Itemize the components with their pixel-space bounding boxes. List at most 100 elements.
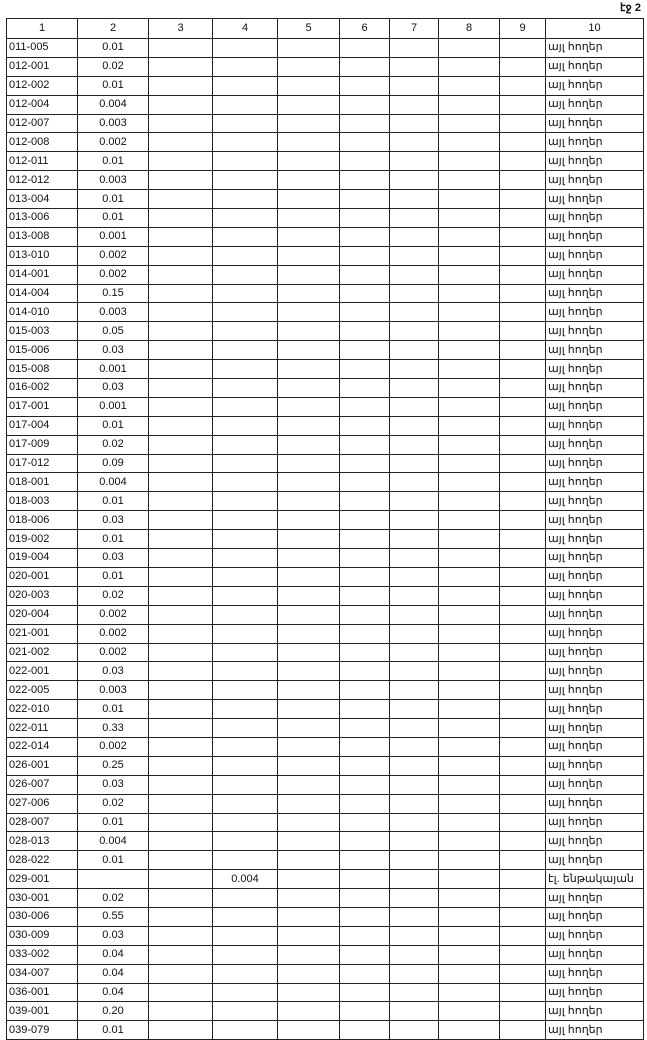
table-cell: [148, 245, 213, 266]
table-cell: [499, 548, 546, 568]
table-cell: [499, 1020, 546, 1040]
table-cell: [277, 888, 340, 908]
table-cell: [389, 245, 439, 266]
table-cell: [339, 340, 390, 361]
table-row: 019-002 0.01 այլ հողեր: [6, 529, 644, 550]
table-row: 015-003 0.05 այլ հողեր: [6, 321, 644, 342]
table-cell: 0.001: [77, 226, 149, 247]
table-cell: [212, 642, 278, 663]
table-cell: այլ հողեր: [545, 378, 644, 398]
table-cell: այլ հողեր: [545, 566, 644, 587]
table-cell: 0.01: [77, 75, 149, 96]
table-cell: 017-004: [6, 415, 78, 436]
table-cell: [277, 623, 340, 644]
table-cell: [212, 944, 278, 965]
table-cell: [389, 566, 439, 587]
table-cell: [148, 736, 213, 757]
table-cell: 0.001: [77, 396, 149, 417]
table-cell: [389, 151, 439, 172]
table-cell: [499, 963, 546, 984]
table-cell: [277, 378, 340, 398]
table-cell: այլ հողեր: [545, 151, 644, 172]
table-cell: [499, 755, 546, 776]
table-cell: այլ հողեր: [545, 340, 644, 361]
table-cell: [438, 283, 500, 304]
table-cell: [148, 208, 213, 228]
table-row: 017-001 0.001 այլ հողեր: [6, 396, 644, 417]
table-cell: [438, 1020, 500, 1040]
table-cell: [438, 151, 500, 172]
table-cell: 0.01: [77, 491, 149, 512]
table-cell: [339, 226, 390, 247]
table-cell: այլ հողեր: [545, 453, 644, 474]
table-cell: 0.003: [77, 113, 149, 134]
table-cell: 0.05: [77, 321, 149, 342]
table-cell: այլ հողեր: [545, 623, 644, 644]
table-cell: 0.02: [77, 434, 149, 455]
table-cell: 012-001: [6, 56, 78, 77]
table-row: 012-007 0.003 այլ հողեր: [6, 113, 644, 134]
table-cell: 0.02: [77, 793, 149, 814]
table-cell: 015-006: [6, 340, 78, 361]
table-cell: [499, 566, 546, 587]
table-cell: այլ հողեր: [545, 699, 644, 720]
table-cell: 0.33: [77, 718, 149, 738]
table-cell: [438, 774, 500, 795]
table-cell: [212, 604, 278, 625]
table-cell: [499, 321, 546, 342]
column-header: 7: [389, 18, 439, 39]
table-cell: [212, 888, 278, 908]
table-cell: [212, 661, 278, 682]
table-cell: այլ հողեր: [545, 831, 644, 852]
table-cell: [499, 434, 546, 455]
table-cell: [499, 226, 546, 247]
table-cell: [212, 226, 278, 247]
table-cell: [339, 793, 390, 814]
table-cell: 0.03: [77, 661, 149, 682]
table-cell: [389, 396, 439, 417]
table-cell: [339, 755, 390, 776]
table-cell: [389, 718, 439, 738]
table-cell: [389, 264, 439, 285]
table-cell: [212, 982, 278, 1003]
table-cell: [389, 850, 439, 871]
table-cell: [389, 132, 439, 153]
table-cell: [339, 869, 390, 890]
table-cell: 034-007: [6, 963, 78, 984]
table-cell: [148, 774, 213, 795]
table-cell: 026-001: [6, 755, 78, 776]
table-cell: [499, 340, 546, 361]
table-cell: [438, 529, 500, 550]
table-cell: 0.01: [77, 208, 149, 228]
table-cell: [339, 113, 390, 134]
table-cell: [339, 623, 390, 644]
table-cell: [389, 736, 439, 757]
table-cell: [438, 793, 500, 814]
table-cell: [389, 831, 439, 852]
table-cell: [212, 113, 278, 134]
table-cell: [148, 623, 213, 644]
table-cell: [148, 132, 213, 153]
table-cell: [212, 623, 278, 644]
table-cell: [438, 434, 500, 455]
table-cell: այլ հողեր: [545, 264, 644, 285]
table-cell: [499, 113, 546, 134]
table-cell: 014-004: [6, 283, 78, 304]
table-cell: [438, 642, 500, 663]
table-cell: [277, 132, 340, 153]
table-cell: [438, 453, 500, 474]
table-cell: [148, 434, 213, 455]
table-cell: 0.03: [77, 774, 149, 795]
column-header: 2: [77, 18, 149, 39]
table-cell: [389, 585, 439, 606]
table-cell: [438, 359, 500, 380]
table-cell: այլ հողեր: [545, 755, 644, 776]
table-cell: [339, 75, 390, 96]
table-cell: [438, 906, 500, 927]
table-cell: [339, 415, 390, 436]
table-cell: [339, 94, 390, 115]
table-row: 033-002 0.04 այլ հողեր: [6, 944, 644, 965]
table-cell: [148, 812, 213, 833]
table-cell: 0.01: [77, 529, 149, 550]
table-cell: այլ հողեր: [545, 774, 644, 795]
